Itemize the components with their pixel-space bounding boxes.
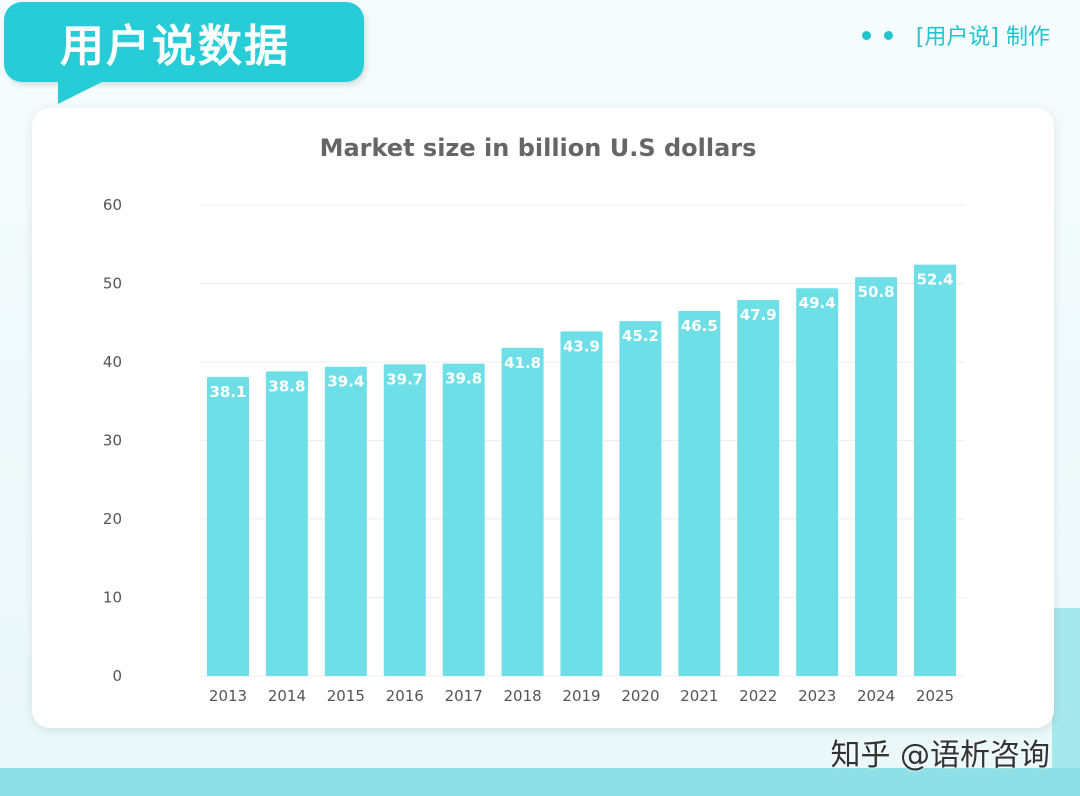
bar-2016 xyxy=(383,364,426,676)
chart-title: Market size in billion U.S dollars xyxy=(320,134,757,162)
dot-icon xyxy=(883,30,893,40)
x-tick-label: 2025 xyxy=(916,687,954,705)
page-title: 用户说数据 xyxy=(60,21,290,72)
y-tick-label: 30 xyxy=(103,432,122,450)
y-tick-label: 10 xyxy=(103,589,122,607)
decorative-band-bottom xyxy=(0,768,1080,796)
bar-2021 xyxy=(678,310,721,676)
bar-value-label: 46.5 xyxy=(681,317,718,335)
x-tick-label: 2015 xyxy=(327,687,365,705)
x-tick-label: 2020 xyxy=(621,687,659,705)
maker-text: [用户说] 制作 xyxy=(915,25,1050,50)
y-tick-label: 60 xyxy=(103,196,122,214)
bar-value-label: 43.9 xyxy=(563,337,600,355)
header-tab xyxy=(4,2,364,82)
bar-2013 xyxy=(207,376,249,676)
x-tick-label: 2023 xyxy=(798,687,836,705)
bar-value-label: 47.9 xyxy=(740,306,777,324)
bar-2025 xyxy=(914,264,956,676)
bar-2015 xyxy=(324,366,367,676)
bar-2018 xyxy=(501,347,544,676)
bars: 38.1 38.8 39.4 39.7 39.8 41.8 43.9 45.2 46.5 47.9… xyxy=(207,264,956,676)
dot-icon xyxy=(861,30,871,40)
bar-value-label: 50.8 xyxy=(858,283,895,301)
bar-2019 xyxy=(560,331,603,676)
bar-2024 xyxy=(855,277,898,676)
x-tick-label: 2014 xyxy=(268,687,306,705)
bar-2023 xyxy=(796,288,839,676)
bar-2017 xyxy=(442,363,485,676)
x-tick-label: 2022 xyxy=(739,687,777,705)
header-tab-tail xyxy=(58,78,110,104)
x-axis: 2013 2014 2015 2016 2017 2018 2019 2020 2021 2022… xyxy=(209,687,954,705)
bar-value-label: 45.2 xyxy=(622,327,659,345)
maker-label: [用户说] 制作 xyxy=(861,20,1050,50)
y-tick-label: 20 xyxy=(103,510,122,528)
bar-2014 xyxy=(265,371,308,676)
bar-value-label: 52.4 xyxy=(916,271,953,289)
bar-value-label: 39.4 xyxy=(327,373,364,391)
x-tick-label: 2024 xyxy=(857,687,895,705)
y-tick-label: 50 xyxy=(103,275,122,293)
bar-value-label: 39.7 xyxy=(386,370,423,388)
bar-value-label: 38.8 xyxy=(268,377,305,395)
bar-value-label: 49.4 xyxy=(799,294,836,312)
y-tick-label: 0 xyxy=(112,667,122,685)
y-axis: 0 10 20 30 40 50 60 xyxy=(103,196,122,685)
x-tick-label: 2021 xyxy=(680,687,718,705)
x-tick-label: 2017 xyxy=(445,687,483,705)
bar-2020 xyxy=(619,321,662,676)
x-tick-label: 2019 xyxy=(562,687,600,705)
x-tick-label: 2018 xyxy=(503,687,541,705)
footer-credit: 知乎 @语析咨询 xyxy=(830,738,1050,773)
x-tick-label: 2016 xyxy=(386,687,424,705)
bar-value-label: 38.1 xyxy=(209,383,246,401)
x-tick-label: 2013 xyxy=(209,687,247,705)
bar-value-label: 41.8 xyxy=(504,354,541,372)
bar-2022 xyxy=(737,299,780,676)
bar-value-label: 39.8 xyxy=(445,370,482,388)
y-tick-label: 40 xyxy=(103,353,122,371)
decorative-band-right xyxy=(1052,608,1080,768)
